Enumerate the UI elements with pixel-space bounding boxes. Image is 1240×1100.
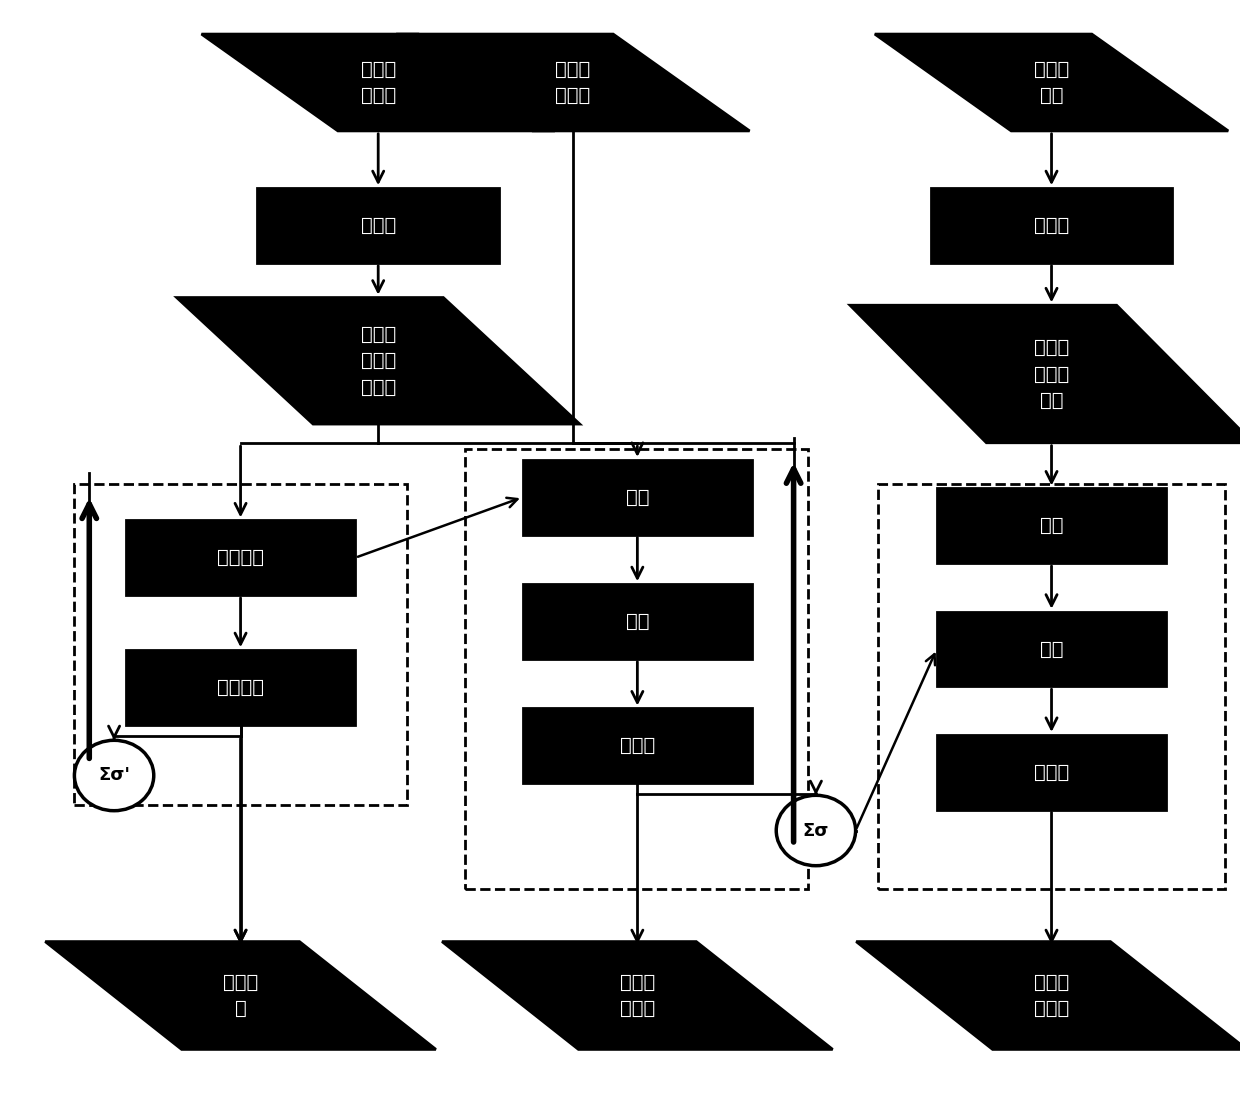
Polygon shape	[849, 305, 1240, 442]
Text: 池化: 池化	[626, 612, 649, 631]
Bar	[930, 188, 1173, 263]
Text: Σσ: Σσ	[802, 822, 830, 839]
Text: 输出数
据: 输出数 据	[223, 972, 258, 1019]
Text: 卷积: 卷积	[626, 487, 649, 507]
Polygon shape	[46, 942, 436, 1049]
Circle shape	[776, 795, 856, 866]
Circle shape	[74, 740, 154, 811]
Polygon shape	[397, 34, 749, 131]
Bar	[523, 584, 751, 659]
Text: 卷积: 卷积	[1040, 516, 1063, 536]
Text: 归一化: 归一化	[1034, 216, 1069, 235]
Bar	[523, 460, 751, 535]
Text: 待测试
数据: 待测试 数据	[1034, 59, 1069, 106]
Text: 卷积编码: 卷积编码	[217, 548, 264, 568]
Bar	[126, 650, 355, 725]
Polygon shape	[856, 942, 1240, 1049]
Text: 待测试
归一化
数据: 待测试 归一化 数据	[1034, 338, 1069, 410]
Text: 输出类
型结果: 输出类 型结果	[620, 972, 655, 1019]
Polygon shape	[177, 297, 579, 424]
Text: 归一化: 归一化	[361, 216, 396, 235]
Polygon shape	[443, 942, 833, 1049]
Bar	[523, 708, 751, 783]
Bar	[126, 520, 355, 595]
Text: 训练样
本标签: 训练样 本标签	[556, 59, 590, 106]
Bar	[937, 612, 1166, 686]
Text: 卷积解码: 卷积解码	[217, 678, 264, 697]
Text: 全连接: 全连接	[1034, 762, 1069, 782]
Text: Σσ': Σσ'	[98, 767, 130, 784]
Text: 训练样
本归一
化数据: 训练样 本归一 化数据	[361, 324, 396, 397]
Bar	[937, 488, 1166, 563]
Text: 池化: 池化	[1040, 639, 1063, 659]
Polygon shape	[201, 34, 556, 131]
Text: 训练样
本数据: 训练样 本数据	[361, 59, 396, 106]
Bar	[465, 449, 808, 889]
Polygon shape	[874, 34, 1228, 131]
Bar	[937, 735, 1166, 810]
Bar	[878, 484, 1225, 889]
Bar	[74, 484, 407, 805]
Text: 全连接: 全连接	[620, 736, 655, 756]
Text: 输出类
型结果: 输出类 型结果	[1034, 972, 1069, 1019]
Bar	[258, 188, 498, 263]
